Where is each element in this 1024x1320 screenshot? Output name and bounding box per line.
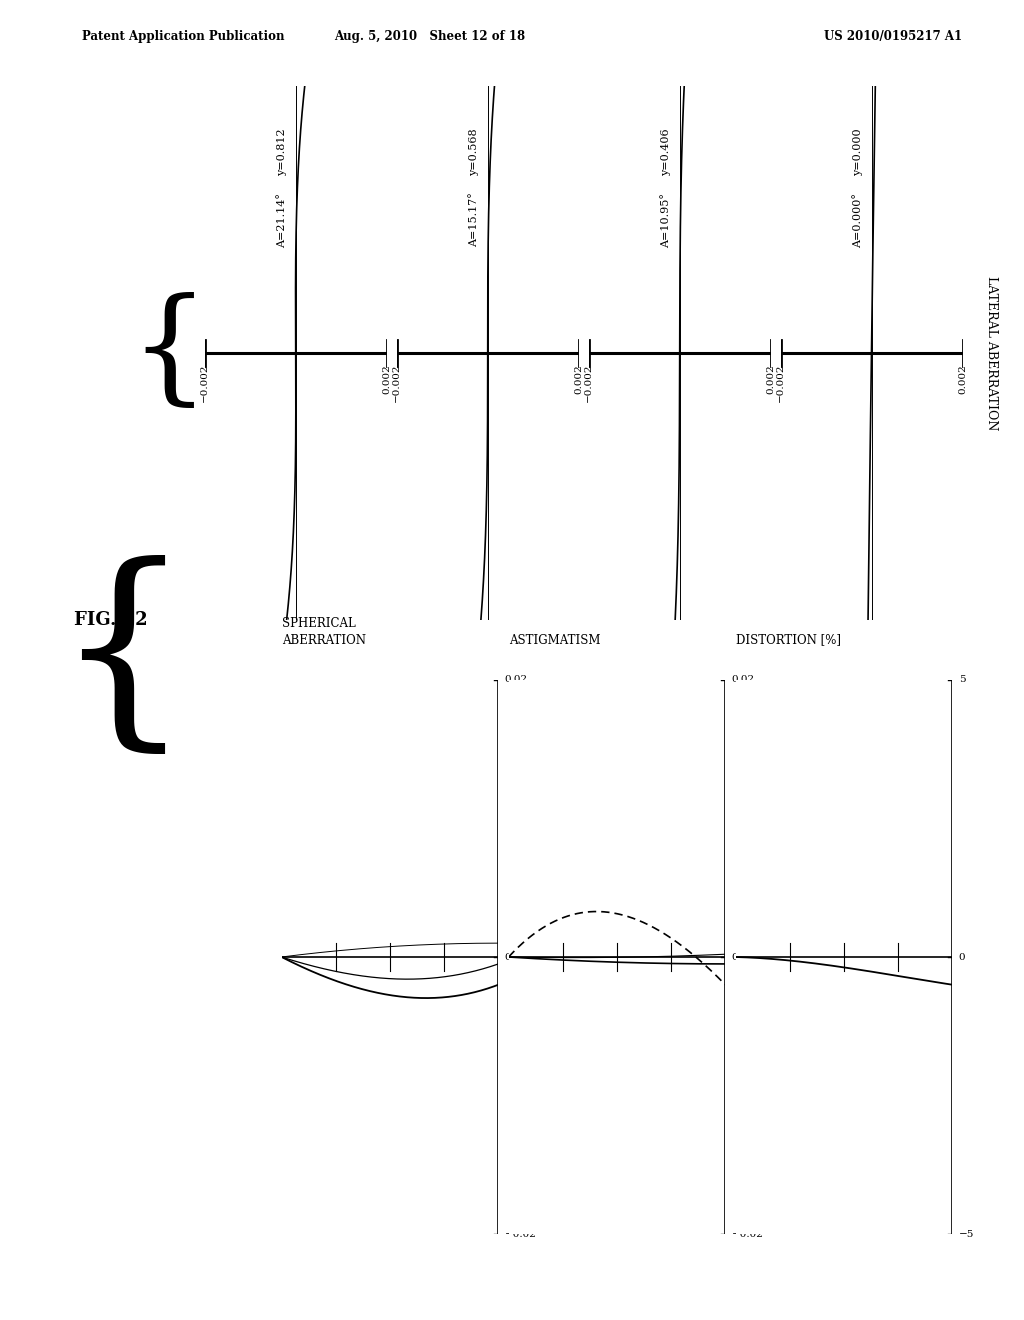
Text: US 2010/0195217 A1: US 2010/0195217 A1 [824, 30, 963, 44]
Text: −0.002: −0.002 [392, 364, 401, 403]
Text: Patent Application Publication: Patent Application Publication [82, 30, 285, 44]
Text: DISTORTION [%]: DISTORTION [%] [735, 634, 841, 647]
Text: LATERAL ABERRATION: LATERAL ABERRATION [985, 276, 997, 430]
Text: 5: 5 [958, 676, 966, 684]
Text: y=0.568: y=0.568 [469, 128, 478, 176]
Text: FIG. 12: FIG. 12 [74, 611, 147, 630]
Text: −0.02: −0.02 [732, 1230, 764, 1238]
Text: A=15.17°: A=15.17° [469, 193, 478, 247]
Text: 0.002: 0.002 [958, 364, 967, 393]
Text: A=21.14°: A=21.14° [276, 193, 287, 248]
Text: −0.002: −0.002 [585, 364, 593, 403]
Text: A=10.95°: A=10.95° [660, 193, 671, 248]
Text: −0.002: −0.002 [201, 364, 209, 403]
Text: 0: 0 [958, 953, 966, 961]
Text: SPHERICAL
ABERRATION: SPHERICAL ABERRATION [282, 616, 366, 647]
Text: {: { [129, 293, 209, 413]
Text: y=0.812: y=0.812 [276, 128, 287, 176]
Text: 0.02: 0.02 [732, 676, 755, 684]
Text: 0.02: 0.02 [505, 676, 528, 684]
Text: ASTIGMATISM: ASTIGMATISM [509, 634, 600, 647]
Text: y=0.000: y=0.000 [853, 128, 862, 176]
Text: A=0.000°: A=0.000° [853, 193, 862, 248]
Text: 0.002: 0.002 [766, 364, 775, 393]
Text: −0.02: −0.02 [505, 1230, 537, 1238]
Text: 0.002: 0.002 [574, 364, 583, 393]
Text: 0.002: 0.002 [382, 364, 391, 393]
Text: Aug. 5, 2010   Sheet 12 of 18: Aug. 5, 2010 Sheet 12 of 18 [335, 30, 525, 44]
Text: y=0.406: y=0.406 [660, 128, 671, 176]
Text: 0: 0 [732, 953, 738, 961]
Text: −5: −5 [958, 1230, 974, 1238]
Text: 0: 0 [505, 953, 511, 961]
Text: {: { [54, 556, 191, 764]
Text: −0.002: −0.002 [776, 364, 785, 403]
